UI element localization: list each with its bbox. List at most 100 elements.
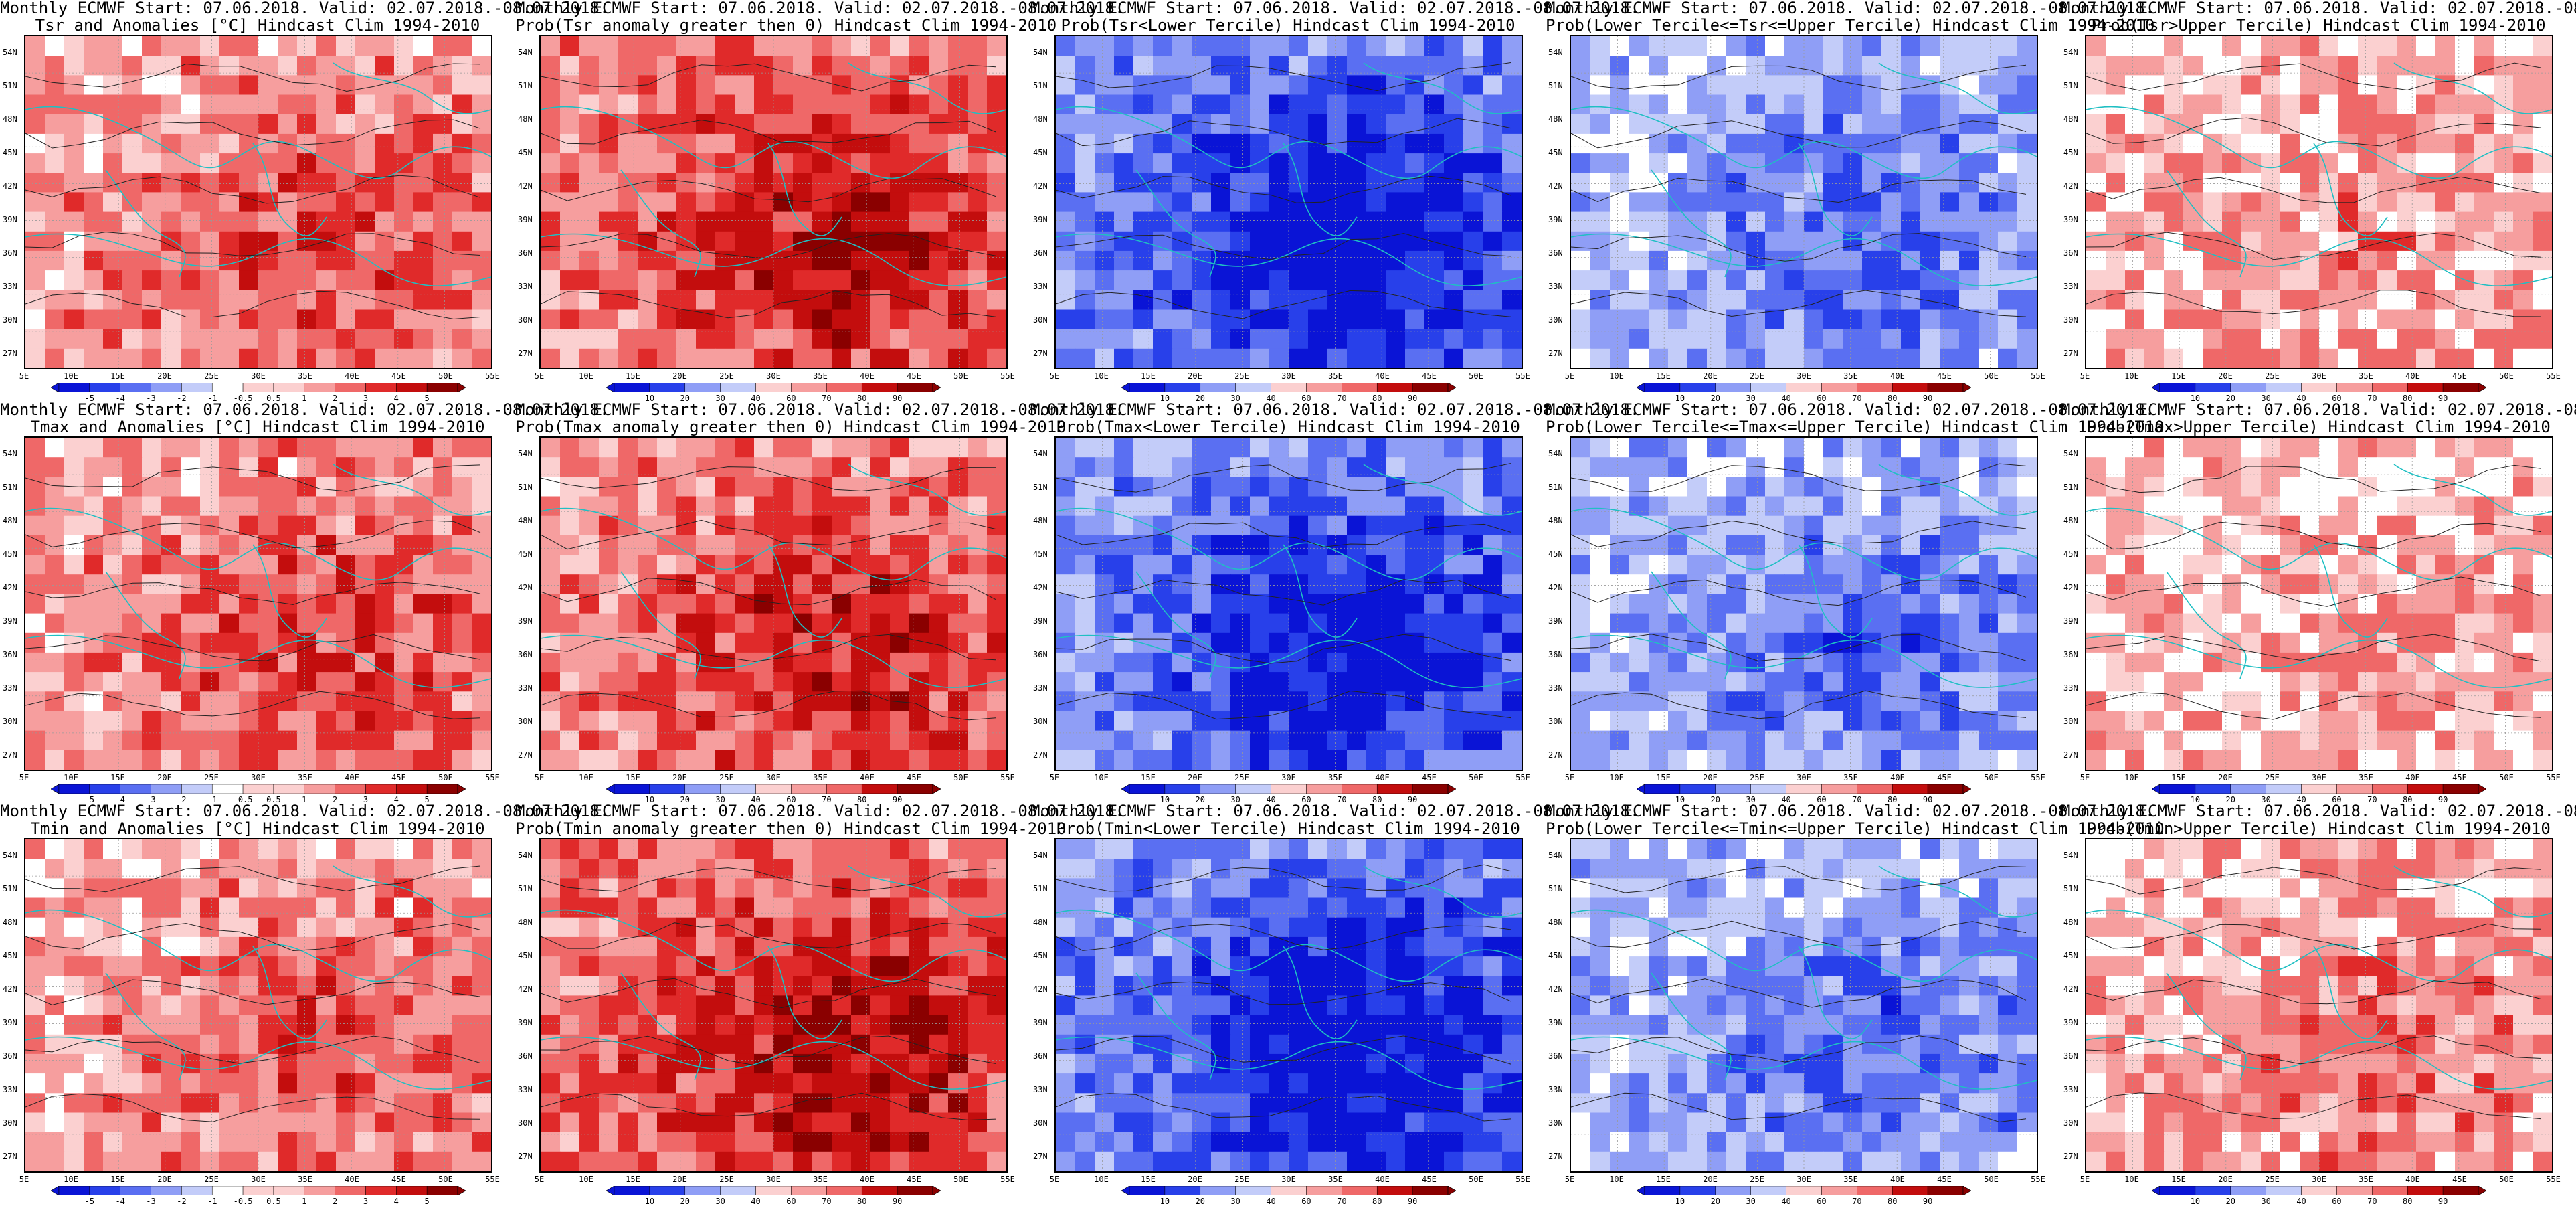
colorbar-tick-label: 5 [425, 1197, 430, 1205]
colorbar-tick-label: 70 [2367, 1197, 2377, 1205]
panel-title-line1: Monthly ECMWF Start: 07.06.2018. Valid: … [1546, 0, 2061, 17]
panel-title-line1: Monthly ECMWF Start: 07.06.2018. Valid: … [515, 0, 1030, 17]
panel-title-line1: Monthly ECMWF Start: 07.06.2018. Valid: … [2061, 0, 2576, 17]
colorbar-tick-label: 90 [1923, 1197, 1932, 1205]
colorbar-tick-label: 20 [1711, 1197, 1720, 1205]
longitude-label: 20E [2218, 774, 2233, 782]
longitude-label: 35E [1328, 1175, 1343, 1183]
colorbar [2152, 784, 2486, 796]
panel-title-line2: Prob(Tsr>Upper Tercile) Hindcast Clim 19… [2061, 17, 2576, 34]
longitude-label: 10E [1609, 774, 1624, 782]
latitude-label: 30N [1033, 1119, 1048, 1127]
latitude-label: 42N [1548, 182, 1563, 190]
longitude-label: 40E [1890, 372, 1905, 380]
latitude-label: 48N [3, 517, 17, 525]
longitude-label: 25E [2265, 1175, 2280, 1183]
map-frame [539, 436, 1008, 771]
map-frame [2085, 838, 2553, 1173]
latitude-label: 42N [2063, 985, 2078, 993]
panel-title-line1: Monthly ECMWF Start: 07.06.2018. Valid: … [1030, 803, 1546, 820]
longitude-label: 55E [1000, 1175, 1015, 1183]
map-panel: Monthly ECMWF Start: 07.06.2018. Valid: … [1546, 0, 2061, 402]
longitude-label: 15E [626, 1175, 640, 1183]
latitude-label: 45N [2063, 550, 2078, 558]
longitude-label: 20E [1188, 372, 1202, 380]
longitude-label: 20E [2218, 1175, 2233, 1183]
latitude-label: 42N [2063, 584, 2078, 592]
longitude-label: 20E [672, 372, 687, 380]
map-panel: Monthly ECMWF Start: 07.06.2018. Valid: … [1546, 803, 2061, 1205]
colorbar-tick-label: 60 [786, 1197, 796, 1205]
colorbar-tick-label: 40 [1266, 1197, 1275, 1205]
longitude-label: 40E [2405, 372, 2420, 380]
colorbar-tick-label: 60 [1817, 1197, 1826, 1205]
longitude-label: 15E [1141, 372, 1156, 380]
latitude-label: 48N [2063, 517, 2078, 525]
panel-title-line1: Monthly ECMWF Start: 07.06.2018. Valid: … [1030, 402, 1546, 418]
latitude-label: 42N [3, 182, 17, 190]
longitude-label: 15E [2171, 774, 2186, 782]
latitude-label: 54N [1548, 48, 1563, 56]
longitude-label: 50E [953, 372, 968, 380]
latitude-label: 30N [1548, 717, 1563, 725]
latitude-label: 30N [3, 717, 17, 725]
latitude-label: 51N [3, 82, 17, 90]
longitude-label: 25E [719, 372, 734, 380]
longitude-label: 10E [64, 372, 78, 380]
longitude-label: 55E [1515, 774, 1530, 782]
longitude-label: 30E [2312, 774, 2326, 782]
panel-title-line1: Monthly ECMWF Start: 07.06.2018. Valid: … [515, 803, 1030, 820]
panel-title-line2: Prob(Tsr<Lower Tercile) Hindcast Clim 19… [1030, 17, 1546, 34]
longitude-label: 10E [579, 1175, 593, 1183]
longitude-label: 35E [2359, 774, 2373, 782]
latitude-label: 54N [3, 48, 17, 56]
longitude-label: 10E [1094, 1175, 1109, 1183]
longitude-label: 35E [1328, 372, 1343, 380]
map-panel: Monthly ECMWF Start: 07.06.2018. Valid: … [1030, 402, 1546, 803]
longitude-label: 20E [157, 372, 172, 380]
latitude-label: 48N [1033, 918, 1048, 926]
longitude-label: 50E [2499, 1175, 2514, 1183]
panel-title-line1: Monthly ECMWF Start: 07.06.2018. Valid: … [0, 0, 515, 17]
latitude-label: 51N [3, 885, 17, 893]
longitude-label: 25E [719, 774, 734, 782]
longitude-label: 20E [1703, 372, 1718, 380]
latitude-label: 54N [2063, 851, 2078, 859]
latitude-label: 39N [518, 1019, 533, 1027]
longitude-label: 40E [1375, 372, 1390, 380]
latitude-label: 54N [518, 450, 533, 458]
longitude-label: 5E [1050, 372, 1059, 380]
panel-title-line2: Prob(Lower Tercile<=Tmax<=Upper Tercile)… [1546, 419, 2061, 436]
longitude-label: 50E [2499, 774, 2514, 782]
longitude-label: 30E [1797, 774, 1811, 782]
longitude-label: 55E [1000, 774, 1015, 782]
latitude-label: 39N [1033, 1019, 1048, 1027]
latitude-label: 36N [1033, 249, 1048, 257]
latitude-label: 42N [518, 182, 533, 190]
latitude-label: 33N [1033, 282, 1048, 290]
colorbar-tick-label: 10 [1160, 1197, 1170, 1205]
latitude-label: 33N [2063, 1086, 2078, 1094]
latitude-label: 33N [3, 282, 17, 290]
latitude-label: 30N [2063, 316, 2078, 324]
longitude-label: 15E [2171, 1175, 2186, 1183]
latitude-label: 45N [3, 550, 17, 558]
latitude-label: 45N [1033, 952, 1048, 960]
colorbar-tick-label: 20 [2226, 1197, 2235, 1205]
latitude-label: 42N [1033, 584, 1048, 592]
longitude-label: 25E [1750, 774, 1764, 782]
longitude-label: 45E [1937, 774, 1952, 782]
longitude-label: 20E [1188, 1175, 1202, 1183]
panel-title-line2: Prob(Tmax anomaly greater then 0) Hindca… [515, 419, 1030, 436]
longitude-label: 55E [1000, 372, 1015, 380]
map-frame [2085, 35, 2553, 369]
colorbar-tick-label: -5 [85, 1197, 94, 1205]
longitude-label: 40E [860, 372, 875, 380]
longitude-label: 25E [719, 1175, 734, 1183]
colorbar-tick-label: 70 [1852, 1197, 1861, 1205]
latitude-label: 54N [3, 851, 17, 859]
latitude-label: 48N [1033, 517, 1048, 525]
map-panel: Monthly ECMWF Start: 07.06.2018. Valid: … [515, 803, 1030, 1205]
longitude-label: 50E [1984, 1175, 1999, 1183]
colorbar-tick-label: 20 [680, 1197, 690, 1205]
